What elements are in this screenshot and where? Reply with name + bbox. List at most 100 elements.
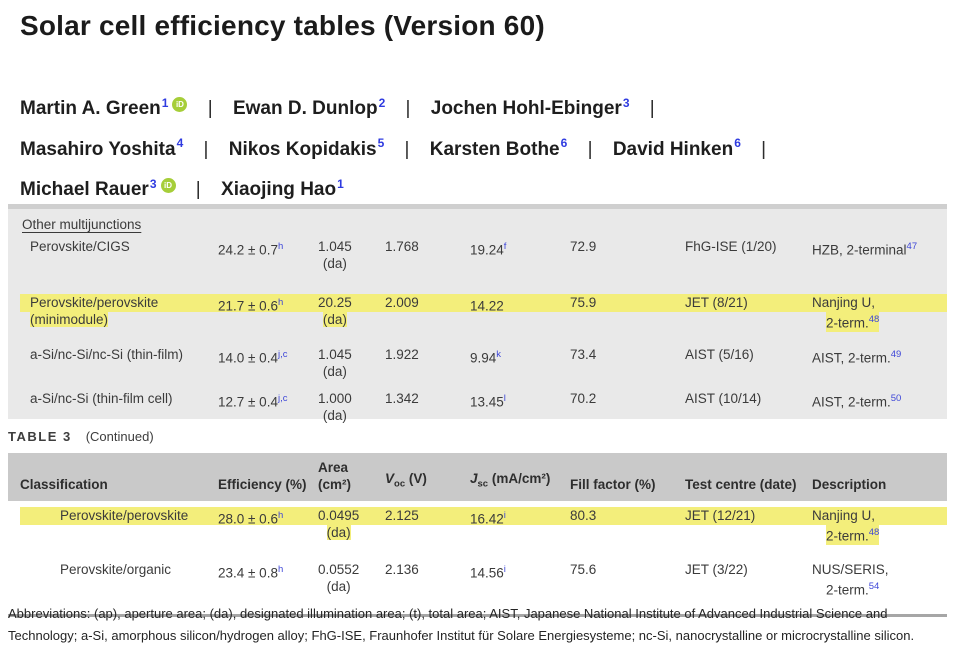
efficiency-value: 24.2 ± 0.7 <box>218 242 278 258</box>
author-affiliation-sup: 6 <box>734 136 741 151</box>
area-note: (da) <box>322 363 347 379</box>
author-affiliation-sup: 6 <box>560 136 568 151</box>
cell-classification: Perovskite/organic <box>20 561 218 599</box>
jsc-unit: (mA/cm²) <box>488 471 551 487</box>
description-text: 2-term. <box>826 528 869 544</box>
cell-voc: 2.009 <box>385 294 470 332</box>
table-row-highlighted: Perovskite/perovskite (minimodule) 21.7 … <box>20 294 947 332</box>
description-line2: 2-term.48 <box>826 311 880 332</box>
footnote-sup: j,c <box>277 348 288 360</box>
author-name: Xiaojing Hao <box>221 178 337 200</box>
author-line-1: Martin A. Green1 iD | Ewan D. Dunlop2 | J… <box>20 86 781 126</box>
cell-description: AIST, 2-term.49 <box>812 346 947 380</box>
author-name: Michael Rauer <box>20 178 149 200</box>
author-affiliation-sup: 1 <box>337 176 344 191</box>
jsc-symbol: J <box>470 471 478 487</box>
header-area-line1: Area <box>318 460 349 475</box>
header-efficiency: Efficiency (%) <box>218 477 307 492</box>
author-separator: | <box>405 98 411 120</box>
test-centre-value: FhG-ISE (1/20) <box>685 239 777 254</box>
author: Michael Rauer3 iD <box>20 176 176 200</box>
header-area-line2: (cm²) <box>318 477 351 492</box>
description-text: Nanjing U, <box>812 508 876 523</box>
jsc-subscript: sc <box>477 479 489 490</box>
description-text: 2-term. <box>826 582 869 597</box>
classification-text: Perovskite/perovskite <box>30 295 159 310</box>
header-description: Description <box>812 477 887 492</box>
area-value: 1.045 <box>318 239 352 254</box>
voc-subscript: oc <box>394 479 406 490</box>
cell-jsc: 13.45l <box>470 390 570 424</box>
header-voc: Voc (V) <box>385 470 470 493</box>
table-continued-label: (Continued) <box>85 429 154 444</box>
cell-fill-factor: 70.2 <box>570 390 685 424</box>
area-note: (da) <box>322 256 347 271</box>
description-text: HZB, 2-terminal <box>812 242 907 258</box>
area-note: (da) <box>322 407 347 423</box>
author-list: Martin A. Green1 iD | Ewan D. Dunlop2 | J… <box>20 86 781 207</box>
jsc-value: 13.45 <box>470 394 504 409</box>
area-value: 1.000 <box>318 390 352 406</box>
author-name: Martin A. Green <box>20 98 161 120</box>
orcid-icon: iD <box>160 177 176 193</box>
author-affiliation-sup: 3 <box>149 176 157 191</box>
cell-description: AIST, 2-term.50 <box>812 390 947 424</box>
cell-classification: a-Si/nc-Si (thin-film cell) <box>20 390 218 424</box>
cell-area: 20.25 (da) <box>318 294 385 332</box>
table-other-multijunctions-panel: Other multijunctions Perovskite/CIGS 24.… <box>8 204 947 423</box>
cell-area: 0.0552 (da) <box>318 561 385 599</box>
table-number: TABLE 3 <box>8 429 72 444</box>
test-centre-value: JET (3/22) <box>685 561 748 577</box>
reference-sup: 48 <box>868 314 880 325</box>
author-name: David Hinken <box>612 138 734 160</box>
cell-voc: 2.136 <box>385 561 470 599</box>
cell-efficiency: 12.7 ± 0.4j,c <box>218 390 318 424</box>
table3-continued-panel: Classification Efficiency (%) Area (cm²) … <box>8 453 947 617</box>
voc-value: 1.922 <box>385 346 419 362</box>
cell-classification: a-Si/nc-Si/nc-Si (thin-film) <box>20 346 218 380</box>
author-name: Masahiro Yoshita <box>20 138 176 160</box>
cell-area: 1.045 (da) <box>318 238 385 272</box>
jsc-value: 16.42 <box>470 511 504 527</box>
author-name: Ewan D. Dunlop <box>232 98 378 120</box>
cell-efficiency: 14.0 ± 0.4j,c <box>218 346 318 380</box>
table-caption: TABLE 3 (Continued) <box>8 429 154 444</box>
cell-fill-factor: 80.3 <box>570 507 685 545</box>
cell-area: 1.045 (da) <box>318 346 385 380</box>
description-text: AIST, 2-term. <box>812 350 891 365</box>
cell-area: 1.000 (da) <box>318 390 385 424</box>
efficiency-value: 23.4 ± 0.8 <box>218 565 278 580</box>
header-classification: Classification <box>20 477 108 492</box>
cell-area: 0.0495 (da) <box>318 507 385 545</box>
cell-jsc: 9.94k <box>470 346 570 380</box>
voc-value: 2.125 <box>385 508 419 523</box>
cell-jsc: 16.42i <box>470 507 570 545</box>
test-centre-value: AIST (10/14) <box>685 390 762 406</box>
reference-sup: 49 <box>890 348 902 360</box>
table-body: Perovskite/perovskite 28.0 ± 0.6h 0.0495… <box>8 501 947 598</box>
author-separator: | <box>404 138 410 160</box>
table-row: Perovskite/organic 23.4 ± 0.8h 0.0552 (da… <box>20 561 947 599</box>
area-value: 0.0552 <box>318 561 360 577</box>
fill-factor-value: 73.4 <box>570 346 597 362</box>
author-name: Karsten Bothe <box>429 138 560 160</box>
cell-test-centre: JET (8/21) <box>685 294 812 332</box>
description-line2: 2-term.54 <box>812 578 947 599</box>
cell-efficiency: 23.4 ± 0.8h <box>218 561 318 599</box>
reference-sup: 47 <box>906 241 918 252</box>
table-bottom-rule <box>8 614 947 617</box>
jsc-value: 14.22 <box>470 298 504 314</box>
author-name: Jochen Hohl-Ebinger <box>430 98 622 120</box>
voc-symbol: V <box>385 471 395 487</box>
cell-classification: Perovskite/perovskite (minimodule) <box>20 294 218 332</box>
footnote-sup: h <box>277 241 284 252</box>
author: Masahiro Yoshita4 <box>20 136 183 160</box>
description-text: AIST, 2-term. <box>812 394 891 409</box>
cell-efficiency: 28.0 ± 0.6h <box>218 507 318 545</box>
voc-value: 2.009 <box>385 295 419 310</box>
description-line2: 2-term.48 <box>826 524 880 545</box>
fill-factor-value: 80.3 <box>570 508 597 523</box>
classification-text: Perovskite/perovskite <box>60 508 189 523</box>
author-affiliation-sup: 3 <box>622 96 630 110</box>
author-separator: | <box>587 138 593 160</box>
